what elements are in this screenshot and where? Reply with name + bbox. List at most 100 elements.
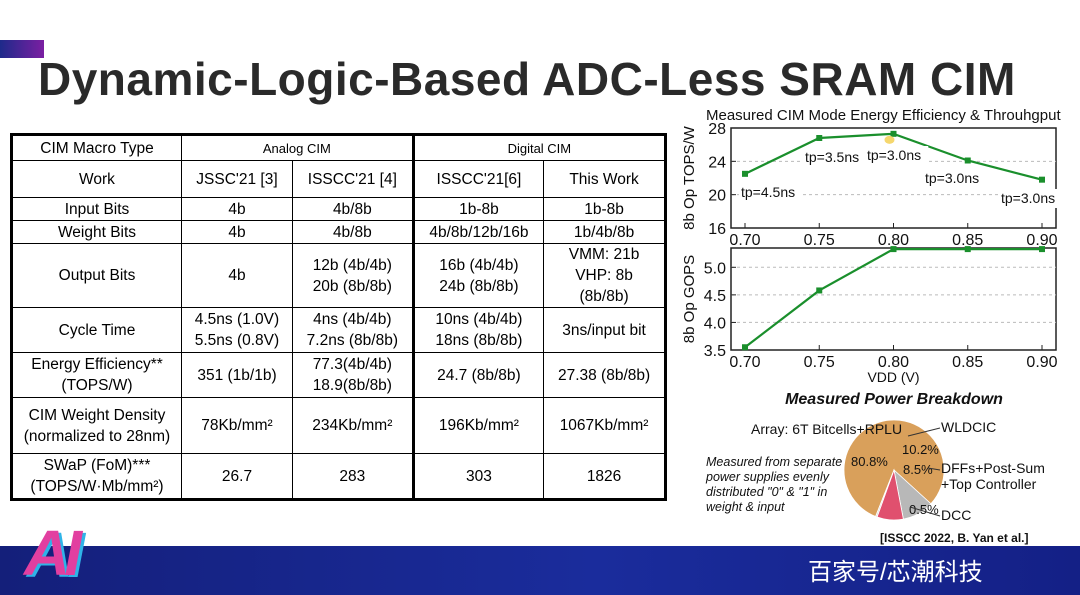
y-tick-label: 20 <box>708 188 726 205</box>
cell-text: This Work <box>569 170 639 188</box>
cell-text: ISSCC'21[6] <box>436 170 522 188</box>
cell-text: 4b <box>228 200 246 218</box>
row-label: Weight Bits <box>11 220 182 244</box>
table-row: Input Bits 4b 4b/8b 1b-8b 1b-8b <box>11 197 666 221</box>
table-cell: 283 <box>291 453 415 500</box>
cell-text: 12b (4b/4b) <box>312 256 392 274</box>
group-header-digital: Digital CIM <box>412 134 667 161</box>
cell-text: VHP: 8b <box>575 267 633 284</box>
table-row: Weight Bits 4b 4b/8b 4b/8b/12b/16b 1b/4b/8b <box>11 220 666 244</box>
cell-text: (TOPS/W·Mb/mm²) <box>30 478 164 495</box>
pie-legend-label: DFFs+Post-Sum <box>941 460 1045 476</box>
y-tick-label: 24 <box>708 154 726 171</box>
data-point <box>964 246 971 253</box>
cell-text: 27.38 (8b/8b) <box>557 366 651 384</box>
plot-frame <box>730 127 1057 229</box>
cell-text: (8b/8b) <box>579 288 629 305</box>
x-tick-label: 0.85 <box>952 354 983 371</box>
table-cell: 4ns (4b/4b) 7.2ns (8b/8b) <box>291 307 415 353</box>
y-axis-label: 8b Op GOPS <box>681 255 698 343</box>
pie-value-label: 8.5% <box>903 462 933 477</box>
cell-text: 351 (1b/1b) <box>197 366 277 384</box>
chart-title: Measured CIM Mode Energy Efficiency & Th… <box>706 107 1061 124</box>
cell-text: SWaP (FoM)*** <box>43 457 151 474</box>
cell-text: 10ns (4b/4b) <box>435 311 523 328</box>
footer-bar <box>0 546 1080 595</box>
watermark: 百家号/芯潮科技 <box>808 559 983 586</box>
data-point <box>816 287 823 294</box>
y-tick-label: 4.5 <box>704 288 726 305</box>
cell-text: 5.5ns (0.8V) <box>194 332 280 349</box>
cell-text: 24.7 (8b/8b) <box>437 366 521 384</box>
table-cell: 4b <box>181 243 293 308</box>
cell-text: Output Bits <box>58 267 136 284</box>
pie-legend-label: WLDCIC <box>941 419 996 435</box>
table-row: Output Bits 4b 12b (4b/4b) 20b (8b/8b) 16b (… <box>11 243 666 308</box>
leader-line <box>909 506 941 517</box>
y-tick-label: 5.0 <box>704 260 726 277</box>
data-point <box>1039 246 1045 253</box>
x-axis-label: VDD (V) <box>867 369 919 385</box>
data-point <box>890 246 897 253</box>
y-tick-label: 28 <box>708 121 726 138</box>
cell-text: VMM: 21b <box>568 246 640 263</box>
table-cell: 351 (1b/1b) <box>181 352 293 398</box>
cell-text: 4b/8b <box>332 223 372 241</box>
cell-text: 1b/4b/8b <box>573 223 635 241</box>
table-cell: This Work <box>543 160 666 198</box>
leader-line <box>927 467 941 471</box>
annotation-bg <box>739 183 803 202</box>
cell-text: Weight Bits <box>57 223 137 241</box>
x-tick-label: 0.75 <box>804 232 835 249</box>
cell-text: 4b/8b/12b/16b <box>429 223 529 241</box>
row-label: Output Bits <box>11 243 182 308</box>
cell-text: 1826 <box>586 467 622 485</box>
cell-text: JSSC'21 [3] <box>196 170 278 188</box>
cell-text: 20b (8b/8b) <box>312 277 392 295</box>
x-tick-label: 0.70 <box>729 232 760 249</box>
cell-text: Energy Efficiency** <box>31 356 163 373</box>
plot-frame <box>730 247 1057 351</box>
data-point <box>816 135 823 141</box>
table-cell: 77.3(4b/4b) 18.9(8b/8b) <box>291 352 415 398</box>
pie-legend-label: DCC <box>941 507 971 523</box>
table-cell: 4b/8b <box>291 197 415 221</box>
citation: [ISSCC 2022, B. Yan et al.] <box>880 531 1029 545</box>
cell-text: ISSCC'21 [4] <box>307 170 397 188</box>
cell-text: 4b/8b <box>332 200 372 218</box>
ai-logo: AI <box>24 517 82 589</box>
table-cell: 1b-8b <box>412 197 545 221</box>
y-tick-label: 3.5 <box>704 343 726 360</box>
table-cell: 4b/8b <box>291 220 415 244</box>
table-cell: 78Kb/mm² <box>181 397 293 454</box>
y-tick-label: 16 <box>708 221 726 238</box>
pie-note: power supplies evenly <box>705 470 830 484</box>
cell-text: Work <box>79 170 115 188</box>
pie-value-label: 80.8% <box>851 454 888 469</box>
table-cell: 234Kb/mm² <box>291 397 415 454</box>
cell-text: 26.7 <box>221 467 253 485</box>
cell-text: Input Bits <box>64 200 130 218</box>
annotation-bg <box>865 146 929 165</box>
table-cell: 1067Kb/mm² <box>543 397 666 454</box>
x-tick-label: 0.80 <box>878 232 909 249</box>
x-tick-label: 0.90 <box>1026 354 1057 371</box>
table-row: CIM Macro Type Analog CIM Digital CIM <box>11 134 667 161</box>
cell-text: 234Kb/mm² <box>312 417 393 434</box>
cell-text: 4ns (4b/4b) <box>313 311 392 328</box>
comparison-table: CIM Macro Type Analog CIM Digital CIM Wo… <box>10 133 667 501</box>
cell-text: 196Kb/mm² <box>438 417 519 434</box>
y-tick-label: 4.0 <box>704 315 726 332</box>
annotation-bg <box>923 169 987 188</box>
data-point <box>890 130 897 137</box>
data-point <box>964 157 971 164</box>
leader-line <box>907 427 941 437</box>
cell-text: 303 <box>465 467 492 485</box>
pie-note: weight & input <box>706 500 785 514</box>
table-row: Work JSSC'21 [3] ISSCC'21 [4] ISSCC'21[6] Th… <box>11 160 666 198</box>
table-cell: 10ns (4b/4b) 18ns (8b/8b) <box>412 307 545 353</box>
y-axis-label: 8b Op TOPS/W <box>681 125 698 229</box>
cell-text: 16b (4b/4b) <box>439 256 519 274</box>
table-cell: 26.7 <box>181 453 293 500</box>
annotation-label: tp=3.5ns <box>805 149 859 165</box>
